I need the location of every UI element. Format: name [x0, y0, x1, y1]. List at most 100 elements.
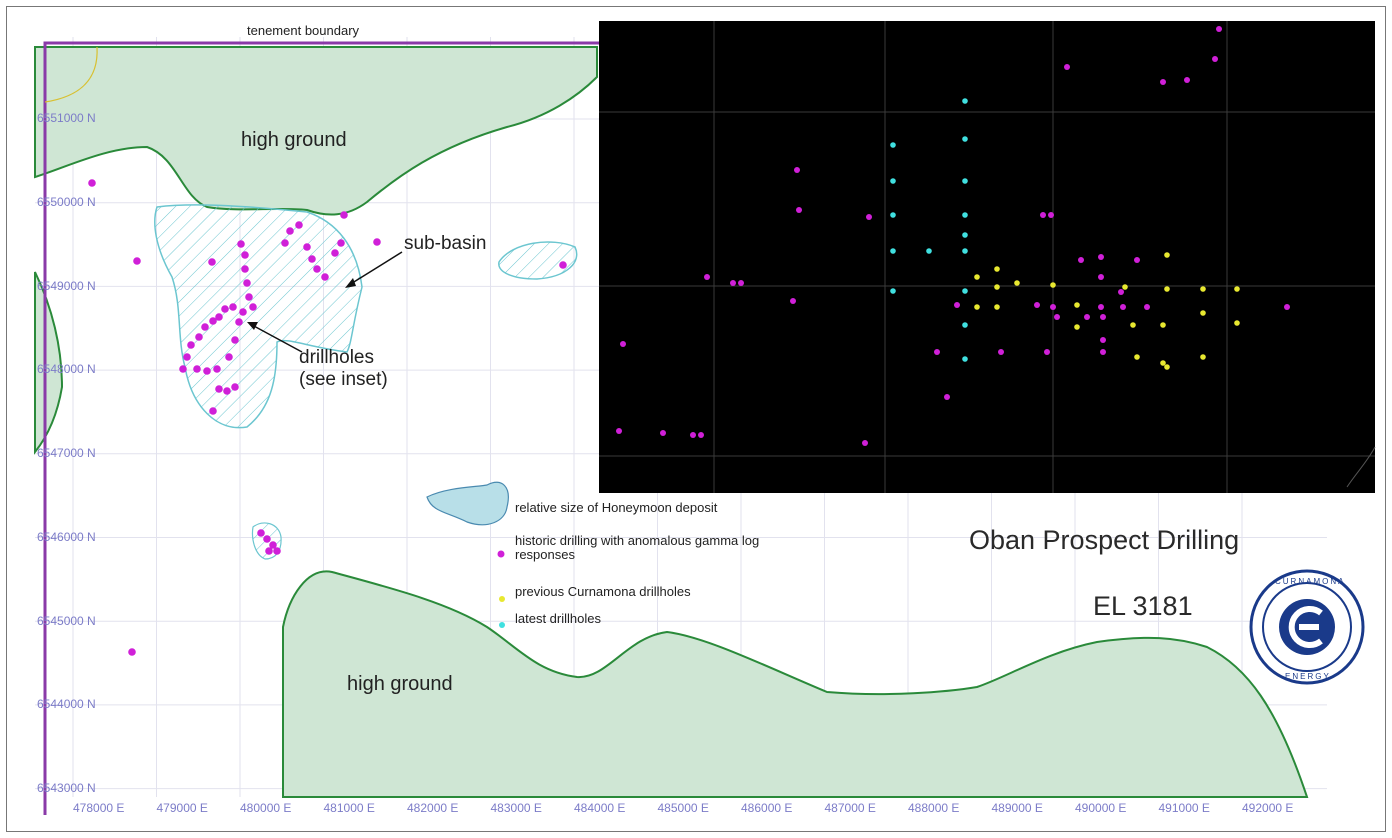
easting-label: 490000 E: [1075, 801, 1127, 815]
historic-drill-dot: [221, 305, 229, 313]
historic-drill-dot: [235, 318, 243, 326]
inset-historic-dot: [1064, 64, 1070, 70]
inset-historic-dot: [1098, 274, 1104, 280]
curnamona-energy-logo: [1249, 569, 1365, 685]
historic-drill-dot: [239, 308, 247, 316]
historic-drill-dot: [373, 238, 381, 246]
easting-label: 492000 E: [1242, 801, 1294, 815]
inset-historic-dot: [738, 280, 744, 286]
inset-previous-dot: [1074, 324, 1080, 330]
high-ground-south-area: [282, 570, 1309, 798]
historic-drill-dot: [269, 541, 277, 549]
historic-drill-dot: [559, 261, 567, 269]
inset-previous-dot: [1074, 302, 1080, 308]
inset-previous-dot: [1050, 282, 1056, 288]
inset-historic-dot: [862, 440, 868, 446]
historic-drill-dot: [203, 367, 211, 375]
northing-label: 6544000 N: [37, 697, 96, 711]
historic-drill-dot: [128, 648, 136, 656]
inset-previous-dot: [1130, 322, 1136, 328]
inset-historic-dot: [1098, 304, 1104, 310]
inset-historic-dot: [1120, 304, 1126, 310]
historic-drill-dot: [243, 279, 251, 287]
inset-latest-dot: [890, 212, 896, 218]
legend-latest-dot: [499, 622, 505, 628]
permit-label: EL 3181: [1093, 591, 1193, 621]
inset-historic-dot: [1040, 212, 1046, 218]
historic-drill-dot: [263, 535, 271, 543]
historic-drill-dot: [241, 251, 249, 259]
sub-basin-area: [154, 204, 363, 429]
historic-drill-dot: [303, 243, 311, 251]
inset-previous-dot: [1234, 286, 1240, 292]
inset-latest-dot: [962, 322, 968, 328]
legend-historic-text: historic drilling with anomalous gamma l…: [515, 533, 760, 562]
inset-historic-dot: [790, 298, 796, 304]
inset-previous-dot: [1160, 360, 1166, 366]
historic-drill-dot: [195, 333, 203, 341]
inset-latest-dot: [890, 248, 896, 254]
inset-latest-dot: [962, 178, 968, 184]
inset-previous-dot: [994, 266, 1000, 272]
inset-previous-dot: [1234, 320, 1240, 326]
tenement-boundary-line: [43, 41, 599, 815]
historic-drill-dot: [257, 529, 265, 537]
easting-label: 485000 E: [657, 801, 709, 815]
historic-drill-dot: [179, 365, 187, 373]
easting-label: 479000 E: [156, 801, 208, 815]
inset-latest-dot: [962, 136, 968, 142]
inset-historic-dot: [730, 280, 736, 286]
historic-drill-dot: [213, 365, 221, 373]
legend-historic-dot: [497, 550, 505, 558]
northing-label: 6548000 N: [37, 362, 96, 376]
historic-drill-dot: [187, 341, 195, 349]
historic-drill-dot: [273, 547, 281, 555]
logo-text-bottom: ENERGY: [1285, 672, 1331, 681]
drillholes-arrowhead: [247, 322, 258, 330]
inset-latest-dot: [962, 248, 968, 254]
northing-label: 6545000 N: [37, 614, 96, 628]
inset-previous-dot: [994, 284, 1000, 290]
historic-drill-dot: [223, 387, 231, 395]
inset-previous-dot: [994, 304, 1000, 310]
easting-label: 484000 E: [574, 801, 626, 815]
historic-drill-dot: [225, 353, 233, 361]
inset-historic-dot: [934, 349, 940, 355]
high-ground-north-label: high ground: [241, 129, 347, 151]
inset-historic-dot: [698, 432, 704, 438]
historic-drill-dot: [215, 385, 223, 393]
northing-label: 6550000 N: [37, 195, 96, 209]
easting-label: 488000 E: [908, 801, 960, 815]
inset-drill-map: [599, 21, 1376, 493]
inset-previous-dot: [974, 304, 980, 310]
inset-historic-dot: [704, 274, 710, 280]
historic-drill-dot: [183, 353, 191, 361]
small-basin-area: [498, 241, 578, 280]
inset-previous-dot: [1200, 310, 1206, 316]
legend-honeymoon-text: relative size of Honeymoon deposit: [515, 500, 718, 515]
easting-label: 486000 E: [741, 801, 793, 815]
inset-historic-dot: [1034, 302, 1040, 308]
drillholes-see-inset-label: (see inset): [299, 369, 388, 390]
historic-drill-dot: [331, 249, 339, 257]
inset-historic-dot: [1098, 254, 1104, 260]
inset-historic-dot: [1048, 212, 1054, 218]
inset-previous-dot: [1160, 322, 1166, 328]
inset-latest-dot: [926, 248, 932, 254]
historic-drill-dot: [133, 257, 141, 265]
inset-previous-dot: [1200, 286, 1206, 292]
historic-drill-dot: [313, 265, 321, 273]
historic-drill-dot: [229, 303, 237, 311]
northing-label: 6546000 N: [37, 530, 96, 544]
inset-latest-dot: [890, 288, 896, 294]
inset-previous-dot: [1164, 252, 1170, 258]
historic-drill-dot: [237, 240, 245, 248]
easting-label: 481000 E: [323, 801, 375, 815]
inset-latest-dot: [962, 232, 968, 238]
easting-label: 478000 E: [73, 801, 125, 815]
historic-drill-dot: [321, 273, 329, 281]
historic-drill-dot: [337, 239, 345, 247]
historic-drill-dot: [209, 407, 217, 415]
inset-historic-dot: [794, 167, 800, 173]
historic-drill-dot: [281, 239, 289, 247]
